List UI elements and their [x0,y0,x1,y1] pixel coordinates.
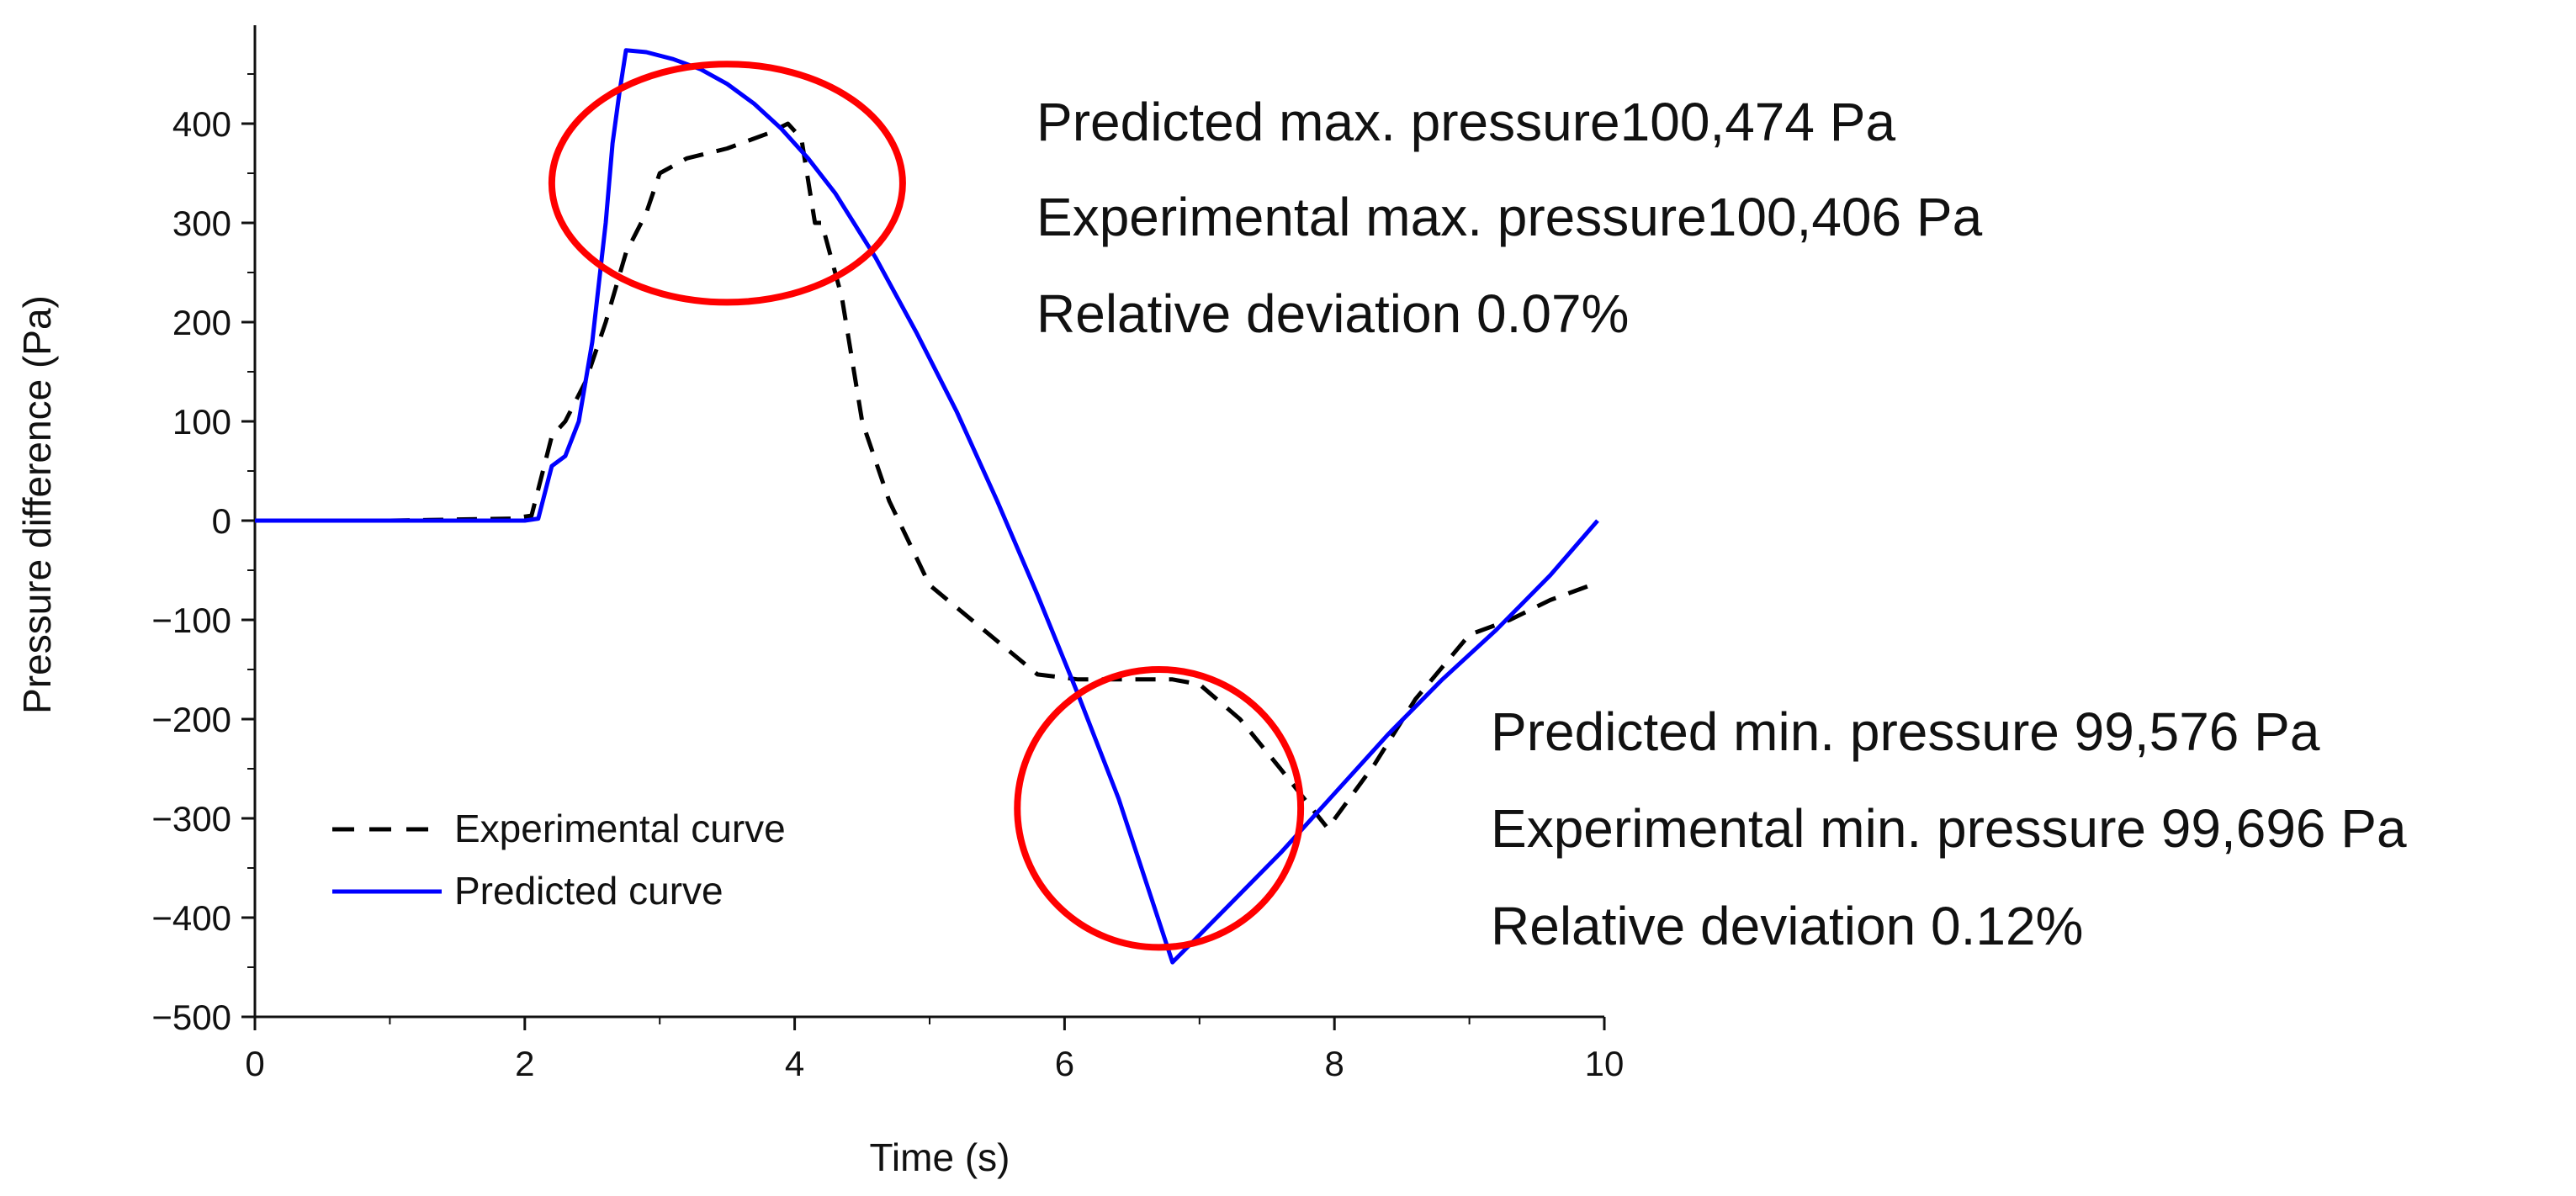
y-tick-label: 400 [172,104,231,144]
x-tick-label: 6 [1055,1044,1074,1083]
x-tick-label: 0 [245,1044,264,1083]
min-highlight-circle [1014,666,1305,951]
max-predicted-text: Predicted max. pressure100,474 Pa [1036,92,1895,152]
x-tick-label: 8 [1325,1044,1344,1083]
y-axis-label: Pressure difference (Pa) [15,295,59,714]
y-tick-label: −400 [151,898,231,938]
y-tick-label: 300 [172,204,231,243]
axes: −500 −400 −300 −200 −100 0 100 200 300 400 0 2 4 6 8 10 [151,25,1624,1083]
x-tick-label: 10 [1585,1044,1625,1083]
legend-label-experimental: Experimental curve [454,807,786,850]
max-experimental-text: Experimental max. pressure100,406 Pa [1036,187,1983,247]
x-tick-label: 2 [515,1044,534,1083]
y-tick-label: 100 [172,402,231,442]
legend-label-predicted: Predicted curve [454,869,724,913]
x-tick-label: 4 [785,1044,804,1083]
y-tick-label: −100 [151,601,231,640]
y-tick-label: 0 [212,501,231,541]
min-predicted-text: Predicted min. pressure 99,576 Pa [1491,701,2320,762]
highlight-circles [548,61,1305,951]
min-experimental-text: Experimental min. pressure 99,696 Pa [1491,798,2407,859]
max-annotation: Predicted max. pressure100,474 Pa Experi… [1036,92,1983,344]
min-annotation: Predicted min. pressure 99,576 Pa Experi… [1491,701,2407,956]
min-deviation-text: Relative deviation 0.12% [1491,896,2083,956]
y-tick-label: −500 [151,998,231,1037]
y-tick-label: 200 [172,303,231,342]
y-tick-label: −300 [151,799,231,839]
max-deviation-text: Relative deviation 0.07% [1036,283,1629,344]
legend: Experimental curve Predicted curve [332,807,786,913]
x-axis-label: Time (s) [870,1135,1010,1179]
max-highlight-circle [548,61,906,306]
y-tick-label: −200 [151,700,231,739]
